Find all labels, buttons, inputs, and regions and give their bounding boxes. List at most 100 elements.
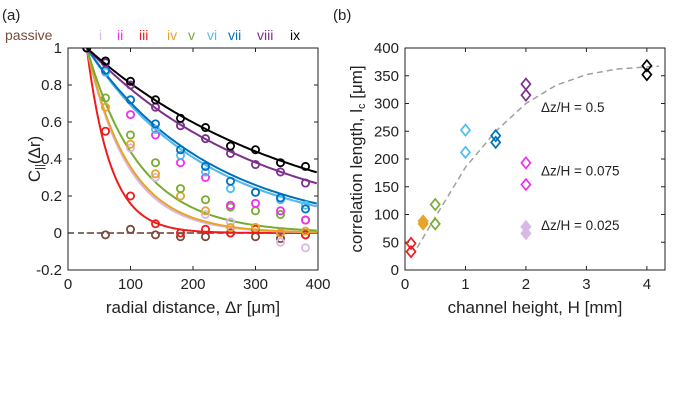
panel-a-legend-entry: viii [257,27,273,43]
data-point-viii [275,167,285,177]
diamond-point-ii [520,177,532,192]
data-point-passive [150,230,160,240]
data-point-iv [175,191,185,201]
diamond-point-vi [459,123,472,137]
panel-a-legend: passive i ii iii iv v vi vii viii ix [5,27,300,43]
data-point-ii [225,200,235,210]
data-point-passive [275,234,285,244]
diamond-point-ii [520,156,532,170]
data-point-i [225,217,235,227]
panel-b-x-axis-label: channel height, H [mm] [448,298,623,317]
data-point-v [126,130,136,140]
fit-curve-vii [85,48,318,205]
data-point-v [175,184,185,194]
panel-a-legend-entry: iv [167,27,177,43]
data-point-ix [300,161,310,171]
panel-a-legend-entry: i [99,27,102,43]
panel-a-legend-entry: v [188,27,195,43]
panel-a-chart: 0 100 200 300 400-0.200.20.40.60.81 passive i… [5,27,331,317]
data-point-iv [101,102,111,112]
data-point-ii [275,206,285,216]
panel-b-y-tick-label: 400 [374,40,399,57]
panel-a-y-tick-label: 0.2 [41,188,62,205]
data-point-ix [275,158,285,168]
panel-a-x-tick-label: 300 [243,276,268,293]
data-point-ix [82,48,92,53]
data-point-viii [200,134,210,144]
data-point-viii [126,80,136,90]
panel-a-label: (a) [2,7,20,24]
data-point-i [275,237,285,247]
data-point-iv [300,226,310,236]
data-point-iii [126,191,136,201]
data-point-iv [200,206,210,216]
data-point-i [300,243,310,253]
panel-b-y-label-tail: [μm] [347,65,366,103]
panel-b-label: (b) [333,7,351,24]
data-point-iv [126,139,136,149]
panel-b-y-tick-label: 250 [374,123,399,140]
data-point-i [200,209,210,219]
data-point-v [250,206,260,216]
panel-a-y-tick-label: 0 [54,225,62,242]
diamond-point-v [429,197,441,212]
panel-a-y-tick-label: 0.4 [41,151,62,168]
data-point-iii [175,228,185,238]
panel-b-y-tick-label: 50 [382,234,399,251]
panel-a-y-tick-label: 1 [54,40,62,57]
panel-a-y-axis-label: C||(Δr) [25,136,46,182]
data-point-iii [101,126,111,136]
data-point-passive [200,232,210,242]
panel-b-chart: 0 1 2 3 4 0 50 100 150 200 250 300 350 400 Δz/H = 0.5… [347,40,666,317]
panel-a-legend-entry: ix [290,27,300,43]
panel-a-y-tick-label: -0.2 [36,262,62,279]
data-point-iv [225,222,235,232]
data-point-vii [175,145,185,155]
data-point-ii [150,130,160,140]
data-point-iv [275,228,285,238]
data-point-passive [101,230,111,240]
data-point-iii [150,219,160,229]
data-point-vii [126,95,136,105]
panel-b-y-label-sub: c [356,103,368,109]
panel-b-x-tick-label: 3 [582,276,590,293]
panel-a-y-label-tail: (Δr) [25,136,44,164]
panel-a-legend-entry: ii [117,27,123,43]
panel-b-y-tick-label: 300 [374,96,399,113]
data-point-iv [250,222,260,232]
panel-a-legend-entry: vii [228,27,241,43]
panel-a-y-tick-label: 0.8 [41,77,62,94]
panel-b-x-tick-label: 2 [522,276,530,293]
data-point-vi [175,150,185,160]
data-point-viii [300,178,310,188]
panel-a-y-label-sub: || [34,164,46,170]
data-point-vi [200,167,210,177]
panel-b-annotation: Δz/H = 0.025 [541,218,619,233]
data-point-v [275,209,285,219]
panel-a-x-tick-label: 100 [118,276,143,293]
data-point-ii [300,215,310,225]
data-point-vi [150,124,160,134]
panel-b-y-tick-label: 0 [391,262,399,279]
diamond-point-vii [490,135,502,150]
data-point-ix [101,56,111,66]
data-point-passive [175,232,185,242]
diamond-point-iii [405,244,417,259]
panel-b-y-tick-label: 150 [374,179,399,196]
panel-b-annotation: Δz/H = 0.5 [541,100,604,115]
data-point-i [126,143,136,153]
panel-a-legend-entry: iii [139,27,148,43]
data-point-vi [225,184,235,194]
data-point-iv [150,169,160,179]
diamond-point-viii [520,88,532,103]
data-point-ix [150,95,160,105]
data-point-iii [225,228,235,238]
panel-a-x-axis-label: radial distance, Δr [μm] [106,298,280,317]
data-point-ii [175,158,185,168]
panel-b-fit-curve [416,65,660,249]
panel-b-y-axis-label: correlation length, lc [μm] [347,65,368,252]
data-point-vii [150,119,160,129]
panel-b-plot-area [404,47,666,271]
panel-b-annotation: Δz/H = 0.075 [541,164,619,179]
diamond-point-v [429,217,441,231]
